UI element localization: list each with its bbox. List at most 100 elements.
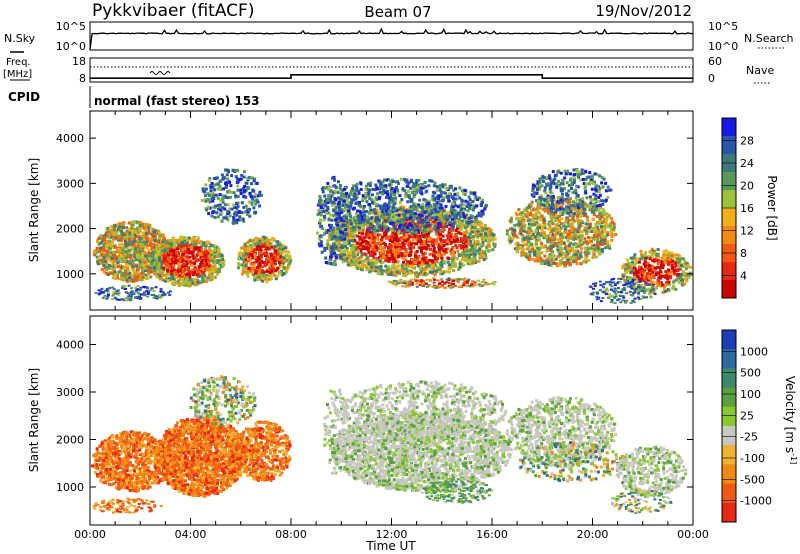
- heatmap-cell: [425, 272, 429, 276]
- heatmap-cell: [219, 265, 223, 269]
- heatmap-cell: [106, 295, 110, 298]
- heatmap-cell: [471, 215, 475, 218]
- heatmap-cell: [135, 268, 139, 272]
- heatmap-cell: [114, 237, 118, 241]
- heatmap-cell: [99, 248, 102, 252]
- heatmap-cell: [155, 295, 159, 298]
- heatmap-cell: [288, 254, 292, 258]
- heatmap-cell: [376, 233, 380, 237]
- heatmap-cell: [177, 253, 181, 257]
- heatmap-cell: [381, 192, 385, 196]
- heatmap-cell: [403, 230, 406, 233]
- heatmap-cell: [392, 271, 396, 275]
- heatmap-cell: [204, 194, 207, 198]
- heatmap-cell: [342, 249, 346, 253]
- heatmap-cell: [146, 295, 150, 298]
- heatmap-cell: [217, 258, 221, 262]
- heatmap-cell: [110, 257, 114, 261]
- heatmap-cell: [150, 246, 154, 250]
- heatmap-cell: [252, 189, 256, 193]
- heatmap-cell: [416, 264, 420, 268]
- heatmap-cell: [394, 188, 398, 192]
- heatmap-cell: [111, 294, 115, 297]
- noise-tick-left-bottom: 10^0: [56, 40, 86, 53]
- heatmap-cell: [186, 260, 190, 264]
- heatmap-cell: [107, 292, 111, 295]
- heatmap-cell: [350, 234, 354, 238]
- heatmap-cell: [465, 251, 469, 255]
- heatmap-cell: [381, 222, 385, 226]
- heatmap-cell: [403, 189, 407, 193]
- heatmap-cell: [354, 260, 358, 264]
- heatmap-cell: [254, 202, 258, 206]
- heatmap-cell: [417, 256, 421, 260]
- heatmap-cell: [101, 237, 105, 241]
- heatmap-cell: [473, 197, 477, 201]
- heatmap-cell: [395, 231, 399, 235]
- heatmap-cell: [420, 206, 424, 210]
- heatmap-cell: [361, 228, 365, 232]
- heatmap-cell: [391, 273, 395, 277]
- heatmap-cell: [127, 295, 131, 298]
- heatmap-cell: [358, 237, 362, 241]
- heatmap-cell: [113, 296, 117, 299]
- heatmap-cell: [127, 284, 131, 287]
- heatmap-cell: [375, 192, 379, 196]
- heatmap-cell: [156, 240, 160, 244]
- heatmap-cell: [357, 191, 361, 195]
- heatmap-cell: [141, 271, 145, 275]
- heatmap-cell: [392, 231, 396, 235]
- heatmap-cell: [113, 253, 117, 257]
- heatmap-cell: [452, 259, 456, 263]
- heatmap-cell: [137, 226, 141, 230]
- heatmap-cell: [183, 250, 187, 254]
- heatmap-cell: [431, 190, 435, 194]
- heatmap-cell: [440, 216, 444, 220]
- heatmap-cell: [259, 275, 263, 279]
- nsky-label: N.Sky: [4, 32, 36, 45]
- heatmap-cell: [440, 191, 444, 195]
- heatmap-cell: [395, 238, 399, 242]
- heatmap-cell: [481, 198, 484, 202]
- heatmap-cell: [412, 207, 416, 211]
- heatmap-cell: [141, 222, 145, 226]
- heatmap-cell: [402, 272, 406, 275]
- heatmap-cell: [418, 267, 422, 271]
- heatmap-cell: [267, 256, 271, 260]
- heatmap-cell: [184, 244, 188, 248]
- heatmap-cell: [437, 218, 441, 222]
- heatmap-cell: [436, 257, 440, 261]
- noise-panel: N.Sky N.Search 10^5 10^0 10^5 10^0: [4, 20, 794, 53]
- heatmap-cell: [490, 233, 493, 237]
- heatmap-cell: [390, 238, 394, 242]
- heatmap-cell: [152, 290, 156, 292]
- heatmap-cell: [268, 267, 272, 271]
- heatmap-cell: [282, 266, 286, 270]
- heatmap-cell: [421, 207, 425, 211]
- heatmap-cell: [145, 227, 149, 231]
- heatmap-cell: [386, 212, 390, 216]
- heatmap-cell: [442, 219, 446, 223]
- heatmap-cell: [97, 256, 101, 260]
- heatmap-cell: [456, 238, 459, 242]
- heatmap-cell: [369, 209, 373, 213]
- heatmap-cell: [393, 259, 397, 263]
- heatmap-cell: [351, 251, 355, 255]
- heatmap-cell: [368, 236, 372, 240]
- nsky-series-line: [89, 27, 694, 51]
- heatmap-cell: [169, 290, 172, 293]
- heatmap-cell: [417, 231, 421, 235]
- heatmap-cell: [381, 246, 385, 250]
- heatmap-cell: [442, 249, 446, 253]
- heatmap-cell: [448, 228, 452, 231]
- heatmap-cell: [415, 203, 419, 207]
- heatmap-cell: [477, 196, 481, 200]
- heatmap-cell: [419, 242, 423, 245]
- heatmap-cell: [159, 270, 163, 274]
- heatmap-cell: [422, 268, 426, 272]
- heatmap-cell: [479, 242, 483, 246]
- heatmap-cell: [468, 202, 472, 206]
- heatmap-cell: [360, 255, 364, 258]
- heatmap-cell: [195, 254, 199, 257]
- heatmap-cell: [419, 226, 423, 230]
